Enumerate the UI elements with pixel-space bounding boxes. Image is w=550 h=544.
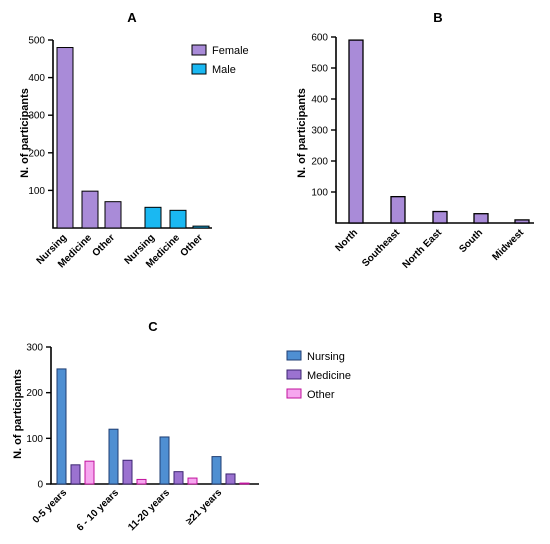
x-tick-label: ≥21 years — [184, 487, 224, 527]
y-tick-label: 300 — [28, 111, 45, 122]
bar-nursing-group-3 — [159, 436, 170, 485]
legend-swatch-female — [191, 44, 207, 56]
x-tick-label: 6 - 10 years — [75, 487, 122, 534]
panel-b-letter: B — [433, 10, 442, 25]
panel-a-y-ticks: 100 200 300 400 500 — [28, 36, 53, 197]
panel-c-axes — [50, 347, 259, 485]
legend-label-male: Male — [212, 64, 236, 76]
legend-swatch-medicine — [286, 369, 302, 380]
bar-medicine-group-1 — [70, 464, 81, 485]
bar-male-nursing — [144, 206, 162, 229]
panel-a-legend: Female Male — [191, 44, 249, 76]
panel-b-y-axis-label: N. of participants — [296, 88, 308, 178]
bar-other-group-1 — [84, 460, 95, 485]
panel-c-letter: C — [148, 319, 158, 334]
y-tick-label: 400 — [28, 73, 45, 84]
y-tick-label: 300 — [311, 126, 328, 137]
bar-male-medicine — [169, 209, 187, 229]
panel-b-y-ticks: 100 200 300 400 500 600 — [311, 33, 336, 199]
panel-b: B N. of participants 100200300400500600 … — [296, 10, 534, 271]
y-tick-label: 200 — [311, 157, 328, 168]
panel-a-bars — [56, 47, 210, 229]
bar-north-east — [432, 210, 448, 224]
bar-southeast — [390, 195, 406, 224]
legend-label-female: Female — [212, 45, 249, 57]
panel-b-bars — [348, 39, 530, 224]
y-tick-label: 600 — [311, 33, 328, 44]
panel-b-axes — [335, 37, 534, 224]
bar-nursing-group-1 — [56, 368, 67, 485]
y-tick-label: 200 — [26, 388, 43, 399]
legend-swatch-other — [286, 388, 302, 399]
bar-south — [473, 213, 489, 224]
x-tick-label: Other — [90, 232, 117, 259]
legend-label-medicine: Medicine — [307, 370, 351, 382]
legend-label-other: Other — [307, 389, 335, 401]
panel-c-y-axis-label: N. of participants — [12, 369, 24, 459]
y-tick-label: 500 — [28, 36, 45, 47]
y-tick-label: 500 — [311, 64, 328, 75]
bar-female-medicine — [81, 190, 99, 229]
bar-medicine-group-3 — [173, 471, 184, 485]
legend-swatch-male — [191, 63, 207, 75]
bar-midwest — [514, 219, 530, 224]
bar-female-other — [104, 201, 122, 229]
y-tick-label: 300 — [26, 343, 43, 354]
x-tick-label: Midwest — [490, 227, 526, 263]
y-tick-label: 0 — [37, 480, 43, 491]
bar-medicine-group-4 — [225, 473, 236, 485]
panel-c-y-ticks: 0 100 200 300 — [26, 343, 51, 491]
panel-a-y-axis-label: N. of participants — [19, 88, 31, 178]
panel-a: A N. of participants 100 200 300 400 500 Nur… — [19, 10, 249, 270]
bar-male-other — [192, 225, 210, 229]
x-tick-label: Other — [178, 232, 205, 259]
x-tick-label: North East — [401, 227, 445, 271]
bar-other-group-4 — [239, 482, 250, 485]
bar-nursing-group-4 — [211, 456, 222, 485]
x-tick-label: 0-5 years — [31, 487, 70, 526]
panel-c: C N. of participants 0 100 200 300 0-5 year… — [12, 319, 351, 534]
bar-female-nursing — [56, 47, 74, 229]
legend-swatch-nursing — [286, 350, 302, 361]
panel-c-x-tick-labels: 0-5 years 6 - 10 years 11-20 years ≥21 year… — [31, 487, 225, 534]
panel-c-legend: Nursing Medicine Other — [286, 350, 351, 401]
panel-c-bars — [56, 368, 250, 485]
bar-nursing-group-2 — [108, 428, 119, 485]
x-tick-label: 11-20 years — [126, 487, 172, 533]
y-tick-label: 100 — [311, 188, 328, 199]
bar-other-group-2 — [136, 478, 147, 485]
bar-north — [348, 39, 364, 224]
y-tick-label: 100 — [26, 434, 43, 445]
legend-label-nursing: Nursing — [307, 351, 345, 363]
x-tick-label: North — [333, 227, 360, 254]
x-tick-label: Southeast — [360, 227, 402, 269]
panel-a-letter: A — [127, 10, 137, 25]
panel-a-axes — [52, 40, 212, 229]
y-tick-label: 400 — [311, 95, 328, 106]
bar-other-group-3 — [187, 477, 198, 485]
y-tick-label: 100 — [28, 186, 45, 197]
bar-medicine-group-2 — [122, 459, 133, 485]
y-tick-label: 200 — [28, 148, 45, 159]
x-tick-label: South — [457, 227, 485, 255]
